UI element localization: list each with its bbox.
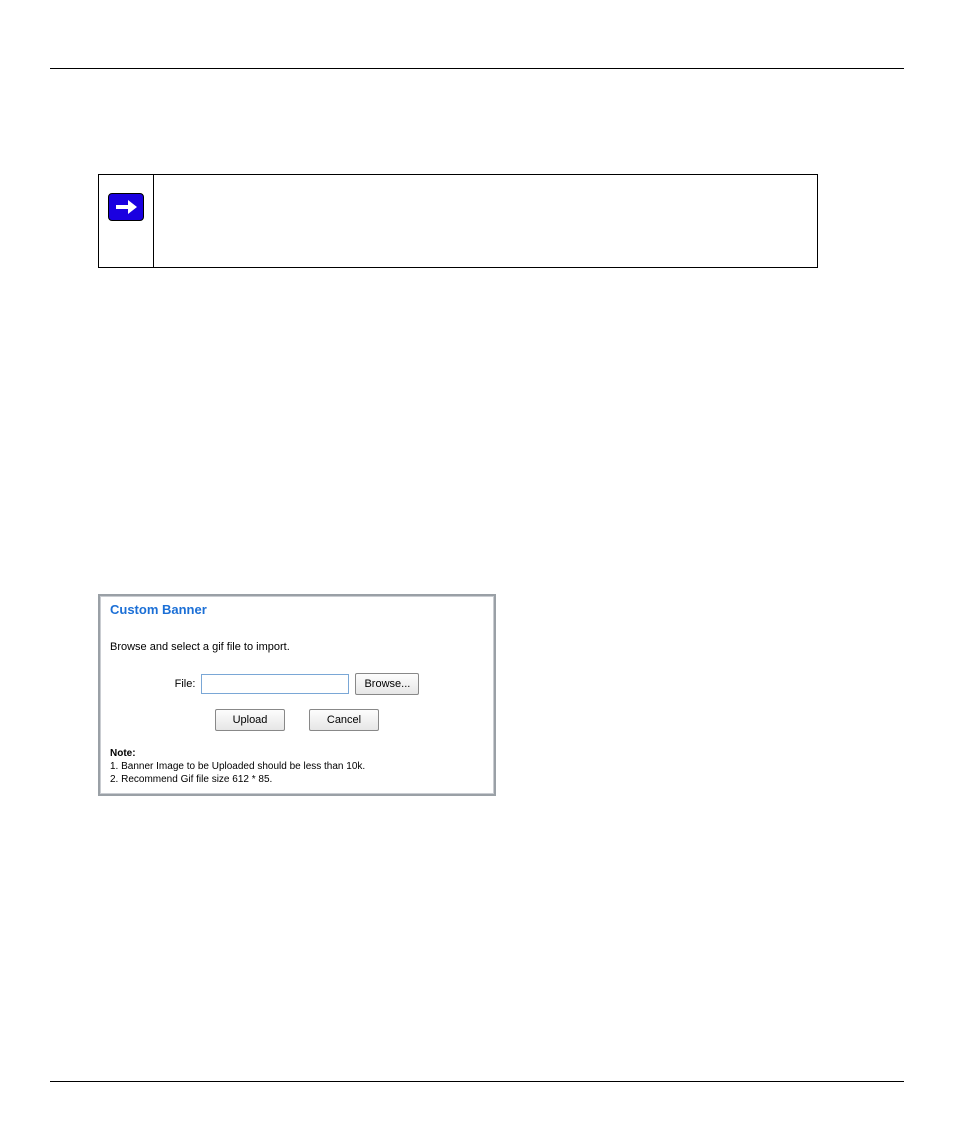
page-bottom-rule [50, 1081, 904, 1082]
file-input[interactable] [201, 674, 349, 694]
custom-banner-instruction: Browse and select a gif file to import. [100, 627, 494, 673]
custom-banner-title: Custom Banner [100, 602, 494, 627]
note-line-2: 2. Recommend Gif file size 612 * 85. [110, 773, 484, 786]
action-row: Upload Cancel [100, 709, 494, 747]
cancel-button[interactable]: Cancel [309, 709, 379, 731]
note-body [154, 175, 186, 267]
page-top-rule [50, 68, 904, 69]
upload-button[interactable]: Upload [215, 709, 285, 731]
custom-banner-panel: Custom Banner Browse and select a gif fi… [98, 594, 496, 796]
browse-button[interactable]: Browse... [355, 673, 419, 695]
file-label: File: [175, 678, 196, 690]
note-icon-cell [99, 175, 154, 267]
note-line-1: 1. Banner Image to be Uploaded should be… [110, 760, 484, 773]
note-block: Note: 1. Banner Image to be Uploaded sho… [100, 747, 494, 786]
arrow-right-icon [108, 193, 144, 221]
note-callout-box [98, 174, 818, 268]
file-row: File: Browse... [100, 673, 494, 709]
note-heading: Note: [110, 747, 484, 760]
